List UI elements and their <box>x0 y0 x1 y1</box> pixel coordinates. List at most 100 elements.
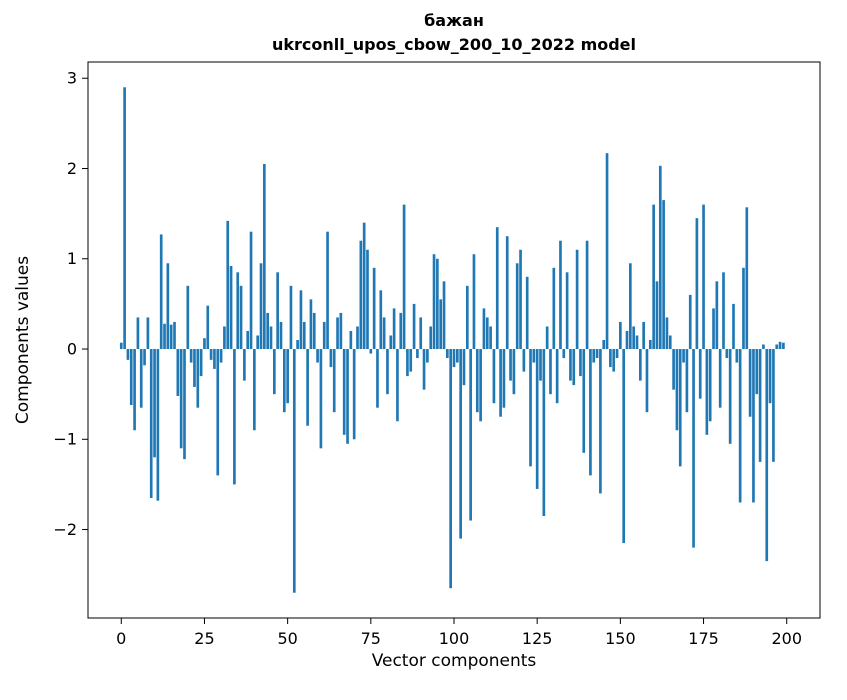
bar <box>685 349 689 413</box>
bar <box>772 349 775 462</box>
bar <box>399 312 403 350</box>
bar <box>472 254 476 350</box>
bar <box>672 349 675 390</box>
bar <box>229 265 233 350</box>
bar <box>675 349 679 431</box>
bar <box>436 258 439 350</box>
bar <box>569 349 572 381</box>
bar <box>299 290 303 350</box>
bar <box>159 234 163 350</box>
bar <box>519 249 522 350</box>
bar <box>376 349 379 408</box>
bar <box>362 222 366 350</box>
bar <box>462 349 466 386</box>
x-tick-label: 125 <box>522 629 553 648</box>
bar <box>599 349 602 494</box>
bar-series <box>119 87 785 593</box>
bar <box>658 165 662 350</box>
bar <box>349 330 353 350</box>
bar <box>176 349 180 396</box>
bar <box>529 349 532 467</box>
bar <box>645 349 649 413</box>
bar <box>123 87 126 350</box>
bar <box>409 349 413 372</box>
bar <box>402 204 406 350</box>
bar <box>356 326 359 350</box>
bar <box>149 349 153 498</box>
bar <box>452 349 456 368</box>
bar <box>219 349 223 363</box>
bar <box>263 163 266 350</box>
bar <box>319 349 323 449</box>
bar <box>715 281 719 350</box>
bar <box>339 312 343 350</box>
bar <box>768 349 772 404</box>
bar <box>233 349 236 485</box>
bar <box>725 349 729 359</box>
bar <box>153 349 156 458</box>
bar <box>426 349 429 363</box>
bar <box>206 305 210 350</box>
bar <box>745 207 749 350</box>
bar <box>126 349 130 360</box>
bar <box>655 281 659 350</box>
bar <box>485 317 489 350</box>
bar <box>502 349 506 408</box>
bar <box>429 326 433 350</box>
bar <box>143 349 146 366</box>
bar <box>565 272 569 350</box>
x-tick-label: 100 <box>439 629 470 648</box>
bar <box>639 349 642 381</box>
bar <box>635 335 639 350</box>
bar <box>146 317 150 350</box>
bar <box>173 321 176 350</box>
bar <box>442 281 446 350</box>
chart-title-line1: бажан <box>424 11 484 30</box>
bar <box>582 349 586 453</box>
chart-title-line2: ukrconll_upos_cbow_200_10_2022 model <box>272 35 636 54</box>
bar <box>342 349 346 435</box>
bar <box>166 263 170 350</box>
bar <box>482 308 486 350</box>
bar <box>738 349 742 503</box>
bar <box>209 349 213 360</box>
bar <box>243 349 246 381</box>
bar <box>389 335 393 350</box>
bar <box>549 349 552 395</box>
bar <box>652 204 655 350</box>
x-tick-label: 25 <box>194 629 214 648</box>
bar <box>642 321 645 350</box>
bar <box>256 335 260 350</box>
bar <box>762 344 765 350</box>
bar <box>775 344 779 350</box>
bar <box>156 349 160 501</box>
bar <box>352 349 356 440</box>
bar <box>289 285 293 350</box>
bar <box>329 349 333 368</box>
bar <box>682 349 685 363</box>
bar <box>179 349 183 449</box>
bar <box>678 349 682 467</box>
bar <box>758 349 762 462</box>
bar <box>213 349 216 369</box>
bar <box>163 323 166 350</box>
bar <box>695 218 699 350</box>
bar <box>612 349 616 372</box>
bar <box>396 349 399 422</box>
axes-spines <box>87 61 821 619</box>
y-tick-label: 2 <box>67 159 77 178</box>
y-tick-label: −1 <box>53 430 77 449</box>
bar <box>509 349 512 381</box>
bar <box>722 272 725 350</box>
bar <box>752 349 755 503</box>
bar <box>545 326 549 350</box>
y-tick-label: 3 <box>67 69 77 88</box>
bar <box>505 236 509 350</box>
bar <box>236 272 240 350</box>
bar <box>332 349 336 413</box>
bar <box>668 335 672 350</box>
bar <box>605 153 609 350</box>
x-tick-label: 150 <box>605 629 636 648</box>
bar <box>469 349 472 521</box>
bar <box>522 349 526 372</box>
